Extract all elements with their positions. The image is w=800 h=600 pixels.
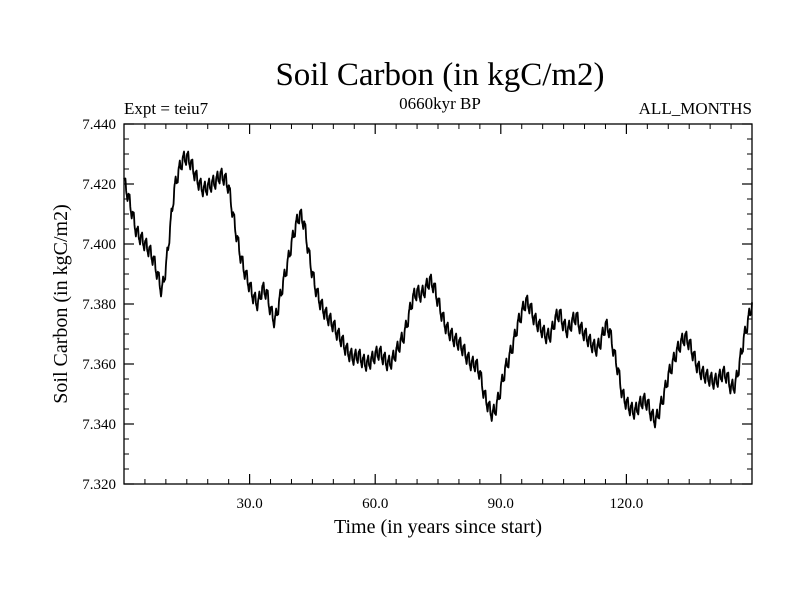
y-axis-ticks: 7.320 7.340 7.360 7.380 7.400 7.420 7.440	[82, 117, 752, 493]
y-tick-label: 7.400	[82, 237, 116, 253]
y-tick-label: 7.360	[82, 357, 116, 373]
x-axis-ticks: 30.0 60.0 90.0 120.0	[144, 124, 732, 512]
months-label: ALL_MONTHS	[639, 99, 752, 118]
x-axis-label: Time (in years since start)	[334, 516, 542, 538]
x-tick-label: 120.0	[610, 496, 644, 512]
y-tick-label: 7.440	[82, 117, 116, 133]
x-tick-label: 90.0	[488, 496, 514, 512]
y-tick-label: 7.420	[82, 177, 116, 193]
series-line-soil-carbon	[123, 150, 753, 429]
plot-frame	[123, 123, 753, 485]
experiment-label: Expt = teiu7	[124, 99, 209, 118]
x-tick-label: 60.0	[362, 496, 388, 512]
y-tick-label: 7.380	[82, 297, 116, 313]
chart-title: Soil Carbon (in kgC/m2)	[275, 57, 604, 93]
y-tick-label: 7.340	[82, 417, 116, 433]
period-label: 0660kyr BP	[399, 94, 481, 113]
x-tick-label: 30.0	[236, 496, 262, 512]
y-axis-label: Soil Carbon (in kgC/m2)	[50, 204, 72, 403]
y-tick-label: 7.320	[82, 477, 116, 493]
